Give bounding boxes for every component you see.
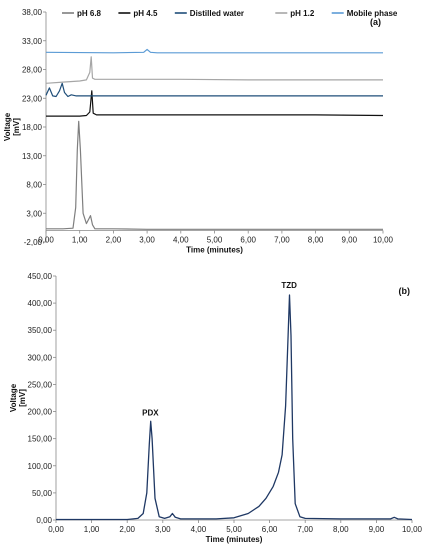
x-tick-label: 7,00	[274, 236, 290, 245]
x-tick-label: 10,00	[373, 236, 394, 245]
y-tick-label: 0,00	[36, 516, 52, 525]
x-tick-label: 0,00	[48, 525, 64, 534]
y-tick-label: 50,00	[32, 489, 53, 498]
x-tick-label: 4,00	[191, 525, 207, 534]
y-tick-label: 300,00	[28, 353, 53, 362]
peak-label-tzd: TZD	[281, 281, 297, 290]
y-tick-label: 18,00	[22, 123, 43, 132]
y-tick-label: 250,00	[28, 380, 53, 389]
x-tick-label: 6,00	[240, 236, 256, 245]
series-line-mobile-phase	[45, 48, 383, 54]
y-axis-title: Voltage[mV]	[3, 112, 21, 141]
x-tick-label: 8,00	[308, 236, 324, 245]
x-tick-label: 5,00	[226, 525, 242, 534]
y-tick-label: 450,00	[28, 272, 53, 281]
y-tick-label: 3,00	[26, 209, 42, 218]
x-axis-title: Time (minutes)	[186, 246, 243, 255]
panel-b-chart: 0,00 50,00 100,00 150,00 200,00 250,00 300,00 3…	[9, 272, 423, 544]
legend-entry: Distilled water	[190, 9, 244, 18]
y-tick-label: 38,00	[22, 8, 43, 17]
x-tick-label: 4,00	[173, 236, 189, 245]
panel-label: (a)	[370, 17, 381, 27]
x-tick-label: 6,00	[262, 525, 278, 534]
x-tick-label: 3,00	[139, 236, 155, 245]
legend-entry: Mobile phase	[347, 9, 398, 18]
x-tick-label: 5,00	[207, 236, 223, 245]
x-tick-label: 2,00	[119, 525, 135, 534]
y-tick-label: 400,00	[28, 299, 53, 308]
series-line-distilled-water	[45, 82, 383, 98]
y-tick-label: 150,00	[28, 435, 53, 444]
x-tick-label: 9,00	[342, 236, 358, 245]
x-tick-label: 8,00	[333, 525, 349, 534]
y-tick-label: 23,00	[22, 94, 43, 103]
x-tick-label: 0,00	[38, 236, 54, 245]
y-axis-title: Voltage[mV]	[9, 383, 27, 412]
panel-label: (b)	[399, 286, 411, 296]
series-line-ph-6-8	[46, 120, 383, 230]
panel-a-chart: -2,00 3,00 8,00 13,00 18,00 23,00 28,00 33,00 38…	[3, 8, 398, 255]
legend-entry: pH 6.8	[77, 9, 102, 18]
x-tick-label: 9,00	[369, 525, 385, 534]
y-tick-label: 100,00	[28, 462, 53, 471]
y-tick-label: 200,00	[28, 408, 53, 417]
x-tick-label: 1,00	[84, 525, 100, 534]
legend-entry: pH 1.2	[290, 9, 315, 18]
y-tick-label: 13,00	[22, 152, 43, 161]
series-line-chromatogram	[56, 294, 413, 521]
x-tick-label: 7,00	[297, 525, 313, 534]
x-tick-label: 1,00	[72, 236, 88, 245]
legend-entry: pH 4.5	[133, 9, 158, 18]
series-line-ph-1-2	[45, 56, 383, 84]
x-tick-label: 2,00	[106, 236, 122, 245]
x-tick-label: 3,00	[155, 525, 171, 534]
y-tick-label: 350,00	[28, 326, 53, 335]
x-tick-label: 10,00	[402, 525, 423, 534]
y-tick-label: 33,00	[22, 37, 43, 46]
y-tick-label: 28,00	[22, 66, 43, 75]
y-tick-label: 8,00	[26, 181, 42, 190]
peak-label-pdx: PDX	[142, 408, 159, 417]
x-axis-title: Time (minutes)	[206, 535, 263, 544]
series-line-ph-4-5	[46, 90, 384, 117]
y-tick-label: -2,00	[24, 238, 43, 247]
